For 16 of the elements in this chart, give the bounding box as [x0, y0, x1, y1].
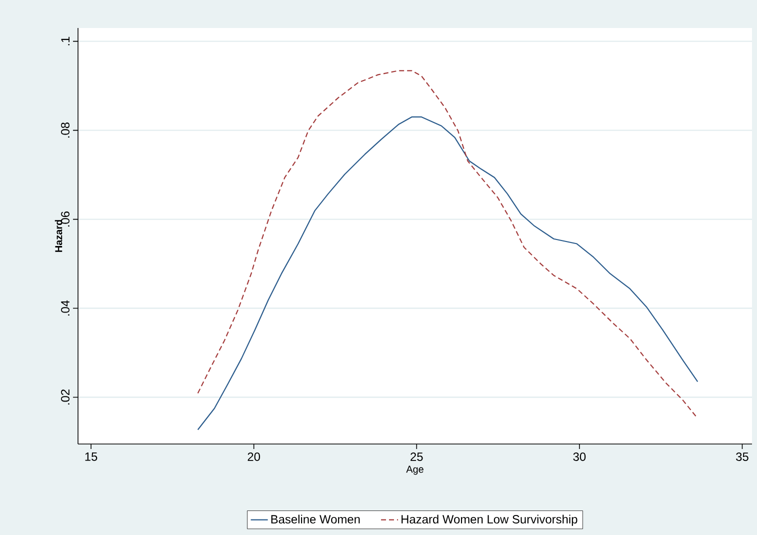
x-tick-label: 30 — [573, 452, 586, 461]
legend-label: Baseline Women — [271, 514, 360, 524]
y-tick-label: .04 — [61, 300, 70, 316]
y-axis-title: Hazard — [54, 220, 62, 252]
y-tick-label: .08 — [61, 122, 70, 138]
y-tick-label: .02 — [61, 390, 70, 404]
x-tick-label: 25 — [410, 452, 423, 461]
x-axis-title: Age — [406, 466, 424, 475]
legend-label: Hazard Women Low Survivorship — [402, 514, 578, 526]
x-tick-label: 15 — [85, 452, 98, 461]
line-series — [197, 116, 698, 430]
x-tick-label: 20 — [248, 452, 260, 461]
y-tick-label: .1 — [61, 36, 70, 46]
line-series — [197, 70, 697, 417]
y-tick-label: .06 — [61, 212, 70, 227]
x-tick-label: 35 — [736, 452, 748, 461]
